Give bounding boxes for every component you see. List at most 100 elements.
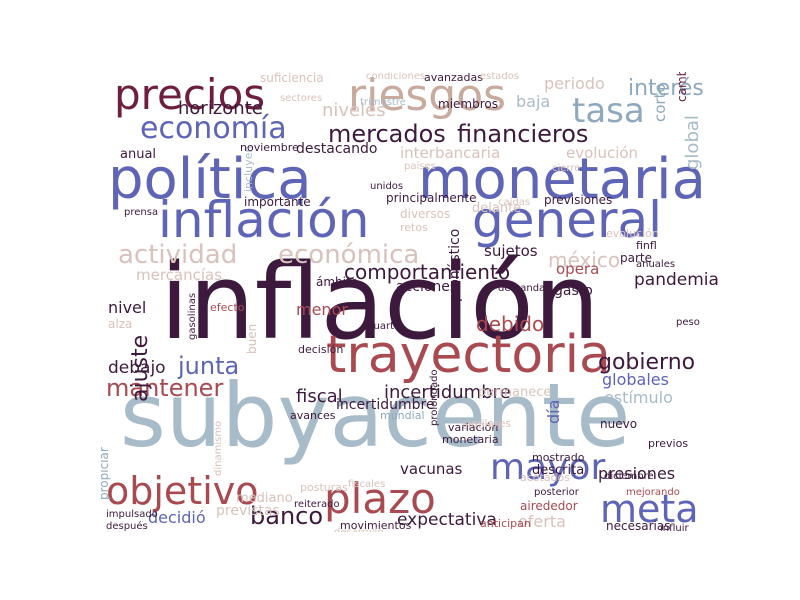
word: evolución <box>606 227 659 240</box>
word: cierre <box>552 163 581 174</box>
word: menor <box>296 300 348 319</box>
word: avances <box>290 409 336 422</box>
word: avanzadas <box>424 72 483 84</box>
word: general <box>472 191 663 249</box>
word: posturas <box>300 481 348 494</box>
word: comportamiento <box>344 260 511 284</box>
word: unidos <box>370 181 404 192</box>
word: buen <box>245 323 259 354</box>
word: anual <box>120 147 157 162</box>
word: opera <box>556 260 600 278</box>
word: ámbito <box>316 275 359 289</box>
word: tasa <box>572 91 645 131</box>
word: interés <box>628 76 704 101</box>
word: acotados <box>520 471 571 484</box>
word: plazo <box>324 474 436 523</box>
word: sectores <box>280 93 323 104</box>
word: meta <box>600 487 699 531</box>
word: presiones <box>598 464 676 483</box>
word: alza <box>108 317 133 331</box>
word: parte <box>620 251 652 265</box>
word: posterior <box>534 487 579 498</box>
word: países <box>404 161 436 172</box>
word: periodo <box>544 74 605 93</box>
word: airededor <box>520 499 578 513</box>
word: sujetos <box>484 242 538 260</box>
word: estímulo <box>604 388 673 407</box>
word: actividad <box>118 240 238 270</box>
word: banco <box>250 502 324 530</box>
word: inflación <box>160 241 600 363</box>
word: decidió <box>148 508 206 527</box>
word: mostrado <box>532 451 585 464</box>
word: diversos <box>400 207 451 221</box>
word: previos <box>648 437 689 450</box>
word: riesgos <box>348 72 507 121</box>
word: precios <box>114 72 266 119</box>
word: previstas <box>216 503 280 519</box>
word: necesarias <box>606 519 671 532</box>
word: globales <box>602 370 669 389</box>
word: propiciar <box>100 447 111 500</box>
word: subyacente <box>120 364 631 467</box>
word: cuarto <box>368 321 401 332</box>
word: anticipan <box>480 517 531 530</box>
word: debajo <box>108 358 166 378</box>
word: monetaria <box>418 147 706 212</box>
word: global <box>682 115 703 170</box>
word: fiscales <box>348 479 386 490</box>
word: después <box>106 521 148 532</box>
word: destacando <box>296 141 378 157</box>
word: anuales <box>636 259 676 270</box>
word: descrita <box>532 463 585 478</box>
word: pandemia <box>634 270 719 290</box>
word: incertidumbre <box>384 382 511 403</box>
word: pronóstico <box>447 228 463 302</box>
word: principalmente <box>386 191 477 205</box>
word: mercados <box>328 120 446 148</box>
word: retos <box>400 221 428 234</box>
word: demanda <box>498 283 546 294</box>
word: miembros <box>438 97 498 111</box>
word: reiterado <box>294 499 340 510</box>
word: mantener <box>106 374 224 402</box>
word: suficiencia <box>260 72 324 85</box>
word: condiciones <box>366 72 426 82</box>
word: mayor <box>490 447 606 488</box>
word: méxico <box>548 248 621 272</box>
word: peso <box>676 317 700 328</box>
word: delante <box>472 201 522 216</box>
word: baja <box>516 92 551 111</box>
word: fiscal <box>296 386 343 407</box>
word: niveles <box>322 100 386 121</box>
word: finfl <box>636 239 657 252</box>
word: ajuste <box>128 334 153 402</box>
word: prensa <box>124 207 159 218</box>
word: monetaria <box>442 433 499 446</box>
word: prolongado <box>429 369 440 426</box>
word: gasolinas <box>187 292 198 340</box>
word: incertidumbre <box>336 397 435 413</box>
word: acciones <box>396 279 458 295</box>
word: oferta <box>518 512 566 531</box>
word: política <box>108 147 312 212</box>
word: variación <box>448 421 499 434</box>
word: efecto <box>210 301 245 314</box>
word: día <box>544 399 563 424</box>
word: permanece <box>478 385 552 400</box>
word: evolución <box>566 144 639 162</box>
word: decisión <box>298 343 344 356</box>
word: influir <box>660 523 689 533</box>
word: junta <box>178 352 240 380</box>
word: desarrollo <box>334 528 383 533</box>
word: importante <box>244 195 311 209</box>
word: nivel <box>108 298 147 317</box>
word: movimientos <box>340 519 412 532</box>
word: corto <box>651 83 669 122</box>
word: mediano <box>236 491 293 506</box>
word: debido <box>476 312 545 336</box>
word: económica <box>278 240 420 270</box>
word: mejorando <box>626 487 680 498</box>
word: diciembre <box>604 471 654 482</box>
word: interbancaria <box>400 144 501 162</box>
